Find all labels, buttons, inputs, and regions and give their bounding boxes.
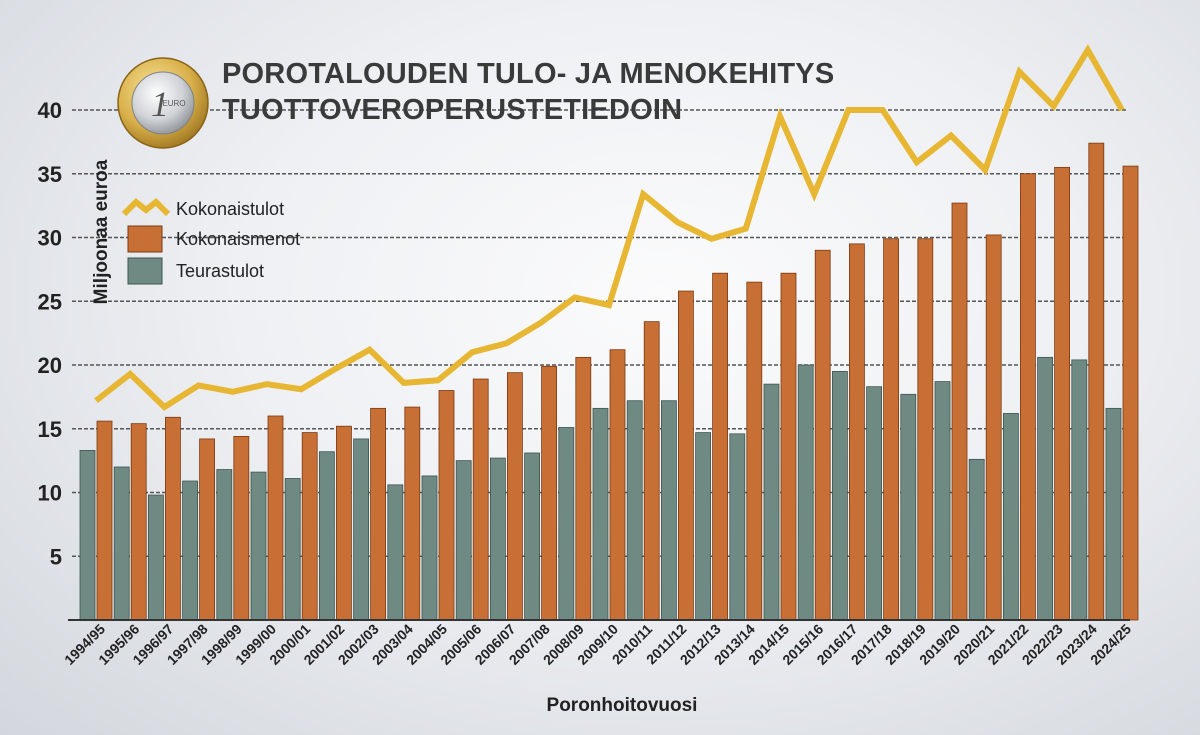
bar-teurastulot: [695, 432, 711, 621]
y-axis-ticks: 5 10 15 20 25 30 35 40: [38, 98, 62, 569]
bar-kokonaismenot: [678, 290, 694, 621]
bar-teurastulot: [968, 458, 985, 621]
bar-teurastulot: [489, 457, 506, 621]
bar-teurastulot: [318, 451, 335, 621]
bar-teurastulot: [558, 427, 575, 621]
bars: [79, 142, 1139, 621]
chart-title: POROTALOUDEN TULO- JA MENOKEHITYS: [222, 58, 835, 90]
bar-teurastulot: [284, 478, 301, 621]
bar-kokonaismenot: [814, 249, 831, 621]
y-tick-label: 25: [38, 289, 62, 314]
bar-teurastulot: [900, 393, 917, 621]
bar-kokonaismenot: [609, 349, 626, 621]
legend: Kokonaistulot Kokonaismenot Teurastulot: [121, 197, 300, 285]
bar-kokonaismenot: [267, 415, 284, 621]
bar-teurastulot: [1003, 413, 1019, 621]
bar-kokonaismenot: [712, 272, 728, 621]
bar-kokonaismenot: [575, 356, 592, 621]
legend-label-kokonaismenot: Kokonaismenot: [176, 229, 300, 249]
bar-teurastulot: [524, 452, 540, 621]
bar-kokonaismenot: [541, 365, 557, 621]
bar-teurastulot: [421, 475, 438, 621]
y-tick-label: 15: [38, 417, 62, 442]
y-tick-label: 10: [38, 481, 62, 506]
bar-teurastulot: [182, 480, 199, 621]
bar-teurastulot: [250, 471, 267, 621]
bar-teurastulot: [832, 370, 848, 621]
y-tick-label: 30: [38, 226, 62, 251]
bar-kokonaismenot: [1054, 166, 1070, 621]
bar-kokonaismenot: [370, 407, 387, 621]
line-kokonaistulot: [94, 44, 1125, 411]
bar-teurastulot: [147, 494, 164, 621]
legend-label-teurastulot: Teurastulot: [176, 261, 264, 281]
bar-teurastulot: [729, 433, 746, 621]
line-series: [94, 44, 1125, 411]
bar-teurastulot: [626, 400, 643, 621]
bar-teurastulot: [1037, 356, 1053, 621]
bar-kokonaismenot: [404, 406, 421, 621]
bar-kokonaismenot: [335, 425, 352, 621]
chart-subtitle: TUOTTOVEROPERUSTETIEDOIN: [222, 94, 683, 126]
y-axis-label: Miljoonaa euroa: [91, 159, 112, 304]
bar-teurastulot: [797, 364, 814, 621]
bar-kokonaismenot: [130, 423, 147, 621]
bar-kokonaismenot: [1088, 142, 1105, 621]
bar-teurastulot: [113, 466, 130, 621]
legend-label-kokonaistulot: Kokonaistulot: [176, 199, 284, 219]
bar-teurastulot: [866, 386, 882, 621]
bar-teurastulot: [1071, 359, 1088, 621]
bar-kokonaismenot: [301, 432, 318, 621]
bar-teurastulot: [661, 400, 677, 621]
x-axis-label: Poronhoitovuosi: [547, 695, 698, 716]
bar-teurastulot: [1105, 407, 1122, 621]
bar-kokonaismenot: [1122, 165, 1139, 621]
bar-kokonaismenot: [96, 420, 113, 621]
euro-coin-icon: 1 EURO: [117, 57, 209, 149]
bar-kokonaismenot: [643, 321, 660, 621]
bar-kokonaismenot: [506, 372, 523, 621]
bar-kokonaismenot: [985, 234, 1002, 621]
bar-kokonaismenot: [917, 238, 934, 621]
bar-kokonaismenot: [199, 438, 216, 621]
legend-swatch-line: [121, 197, 171, 217]
bar-kokonaismenot: [472, 378, 489, 621]
bar-teurastulot: [592, 407, 609, 621]
legend-swatch-kokonaismenot: [127, 225, 163, 253]
y-tick-label: 20: [38, 353, 62, 378]
bar-teurastulot: [353, 438, 370, 621]
bar-kokonaismenot: [780, 272, 797, 621]
legend-swatch-teurastulot: [127, 257, 163, 285]
y-tick-label: 5: [50, 544, 62, 569]
bar-teurastulot: [763, 383, 780, 621]
bar-teurastulot: [79, 450, 96, 621]
y-tick-label: 35: [38, 162, 62, 187]
coin-value: 1: [151, 84, 169, 124]
bar-kokonaismenot: [951, 202, 968, 621]
bar-kokonaismenot: [883, 238, 899, 621]
bar-teurastulot: [934, 381, 951, 621]
coin-currency: EURO: [162, 99, 185, 108]
bar-kokonaismenot: [746, 281, 763, 621]
bar-kokonaismenot: [438, 390, 455, 621]
bar-teurastulot: [216, 469, 233, 621]
x-axis-ticks: 1994/951995/961996/971997/981998/991999/…: [61, 621, 1134, 668]
bar-kokonaismenot: [164, 416, 181, 621]
bar-teurastulot: [455, 460, 472, 621]
bar-kokonaismenot: [233, 435, 250, 621]
bar-teurastulot: [387, 484, 404, 621]
y-tick-label: 40: [38, 98, 62, 123]
bar-kokonaismenot: [1020, 173, 1036, 621]
bar-kokonaismenot: [849, 243, 865, 621]
